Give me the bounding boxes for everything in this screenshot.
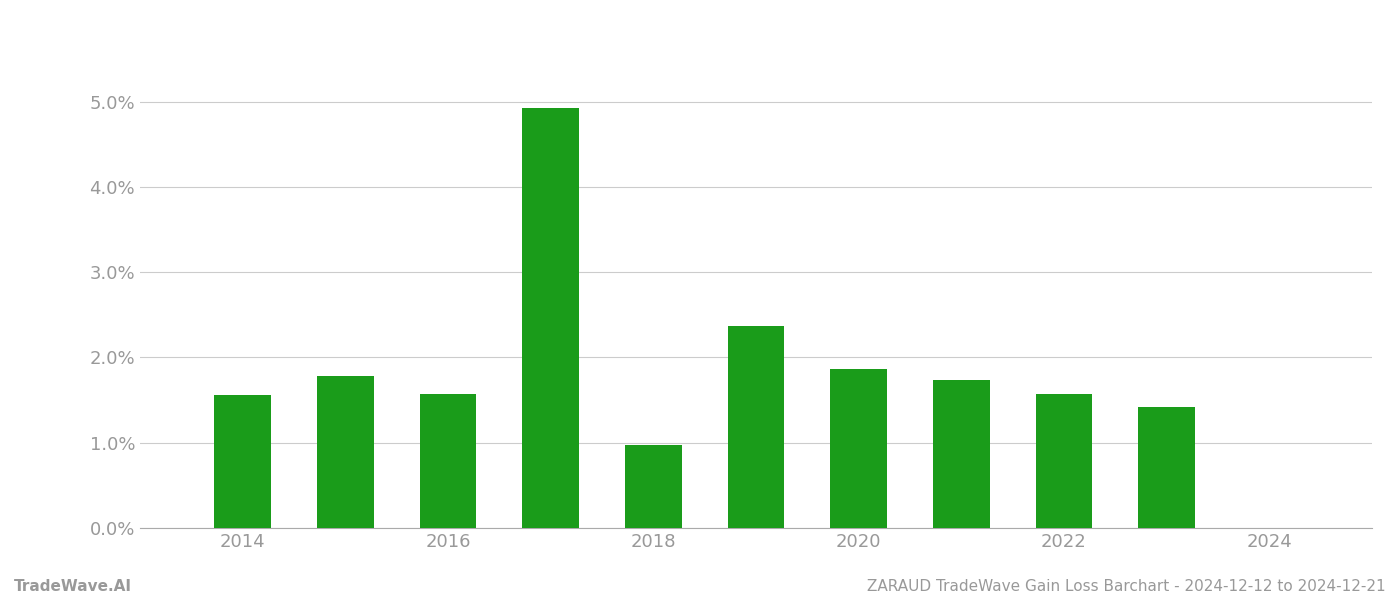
Bar [1036, 394, 1092, 528]
Text: ZARAUD TradeWave Gain Loss Barchart - 2024-12-12 to 2024-12-21: ZARAUD TradeWave Gain Loss Barchart - 20… [868, 579, 1386, 594]
Bar [624, 445, 682, 528]
Bar [522, 107, 578, 528]
Text: TradeWave.AI: TradeWave.AI [14, 579, 132, 594]
Bar [420, 394, 476, 528]
Bar [316, 376, 374, 528]
Bar [214, 395, 270, 528]
Bar [728, 326, 784, 528]
Bar [830, 368, 886, 528]
Bar [1138, 407, 1194, 528]
Bar [932, 380, 990, 528]
